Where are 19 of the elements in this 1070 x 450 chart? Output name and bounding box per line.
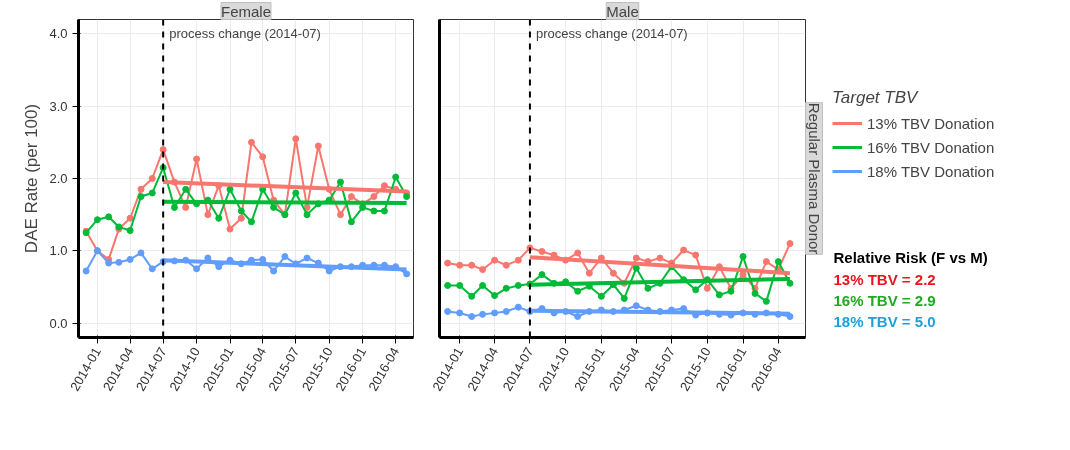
y-tick-label: 3.0 <box>49 98 68 114</box>
text: Relative Risk (F vs M) <box>833 248 988 266</box>
legend-label: 13% TBV Donation <box>867 114 995 132</box>
text: 18% TBV = 5.0 <box>833 312 936 330</box>
legend-label: 16% TBV Donation <box>867 138 995 156</box>
ref-line-label: process change (2014-07) <box>169 25 321 41</box>
y-axis-title: DAE Rate (per 100) <box>22 103 42 254</box>
annotation: Regular Plasma Donor <box>805 102 823 255</box>
y-tick-label: 2.0 <box>49 171 68 186</box>
ref-line-label: process change (2014-07) <box>535 25 688 41</box>
y-tick-label: 1.0 <box>49 243 68 259</box>
chart-title: Male <box>606 2 639 20</box>
y-tick-label: 4.0 <box>49 26 68 42</box>
chart-title: Female <box>220 2 272 20</box>
text: 16% TBV = 2.9 <box>833 291 936 309</box>
text: 13% TBV = 2.2 <box>833 271 936 289</box>
legend-title: Target TBV <box>832 88 920 108</box>
legend-label: 18% TBV Donation <box>867 162 995 180</box>
y-tick-label: 0.0 <box>49 315 68 331</box>
